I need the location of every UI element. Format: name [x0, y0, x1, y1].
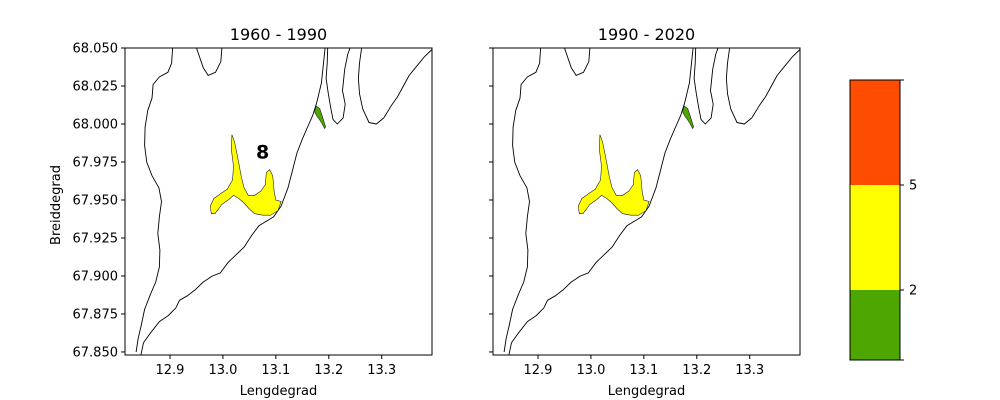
- map-panel-1990-2020: 12.9 13.0 13.1 13.2 13.3 1990 - 2020 Lengdeg…: [489, 25, 801, 399]
- colorbar-tick-label: 2: [909, 284, 917, 299]
- coastline-segment: [135, 48, 174, 353]
- coastline-segment: [503, 48, 542, 353]
- green-zone: [314, 105, 326, 130]
- colorbar-segment: [850, 185, 900, 290]
- panel-title: 1990 - 2020: [598, 25, 695, 44]
- y-tick-label: 68.050: [73, 42, 119, 57]
- x-tick-label: 12.9: [524, 363, 553, 378]
- yellow-zone: [209, 134, 282, 216]
- coastline-segment: [196, 48, 223, 76]
- coastline-segment: [357, 48, 432, 125]
- y-axis-label: Breiddegrad: [49, 165, 64, 245]
- coastline-segment: [564, 48, 591, 76]
- coastline-segment: [508, 48, 694, 355]
- x-axis-ticks: 12.9 13.0 13.1 13.2 13.3: [524, 355, 764, 378]
- annotation-label: 8: [256, 141, 269, 163]
- x-tick-label: 12.9: [156, 363, 185, 378]
- y-tick-label: 67.925: [73, 231, 119, 246]
- y-tick-label: 67.975: [73, 155, 119, 170]
- y-tick-label: 67.875: [73, 307, 119, 322]
- plot-frame: [124, 47, 433, 356]
- risk-regions: [577, 105, 694, 216]
- y-axis-ticks: [489, 47, 493, 353]
- colorbar-segment: [850, 290, 900, 360]
- coastline: [135, 48, 432, 355]
- x-axis-label: Lengdegrad: [608, 384, 686, 399]
- panel-title: 1960 - 1990: [230, 25, 327, 44]
- coastline-segment: [140, 48, 326, 355]
- x-axis-label: Lengdegrad: [240, 384, 318, 399]
- x-tick-label: 13.0: [576, 363, 605, 378]
- x-tick-label: 13.2: [682, 363, 711, 378]
- y-tick-label: 67.950: [73, 193, 119, 208]
- colorbar-segment: [850, 80, 900, 185]
- coastline: [503, 48, 800, 355]
- green-zone: [682, 105, 694, 130]
- x-tick-label: 13.3: [735, 363, 764, 378]
- coastline-segment: [725, 48, 800, 125]
- x-tick-label: 13.1: [261, 363, 290, 378]
- x-axis-ticks: 12.9 13.0 13.1 13.2 13.3: [156, 355, 396, 378]
- yellow-zone: [577, 134, 650, 216]
- x-tick-label: 13.2: [314, 363, 343, 378]
- colorbar-tick-label: 5: [909, 179, 917, 194]
- colorbar-frame: [849, 79, 901, 361]
- x-tick-label: 13.3: [367, 363, 396, 378]
- y-tick-label: 68.025: [73, 79, 119, 94]
- colorbar: 25: [849, 79, 917, 361]
- y-axis-ticks: 67.850 67.875 67.900 67.925 67.950 67.975 68.0…: [73, 42, 125, 360]
- coastline-segment: [325, 48, 351, 125]
- y-tick-label: 67.900: [73, 269, 119, 284]
- y-tick-label: 68.000: [73, 117, 119, 132]
- y-tick-label: 67.850: [73, 345, 119, 360]
- x-tick-label: 13.0: [208, 363, 237, 378]
- plot-frame: [492, 47, 801, 356]
- coastline-segment: [693, 48, 719, 125]
- risk-regions: [209, 105, 326, 216]
- x-tick-label: 13.1: [629, 363, 658, 378]
- map-panel-1960-1990: 12.9 13.0 13.1 13.2 13.3 67.85067.87567.9006…: [49, 25, 433, 399]
